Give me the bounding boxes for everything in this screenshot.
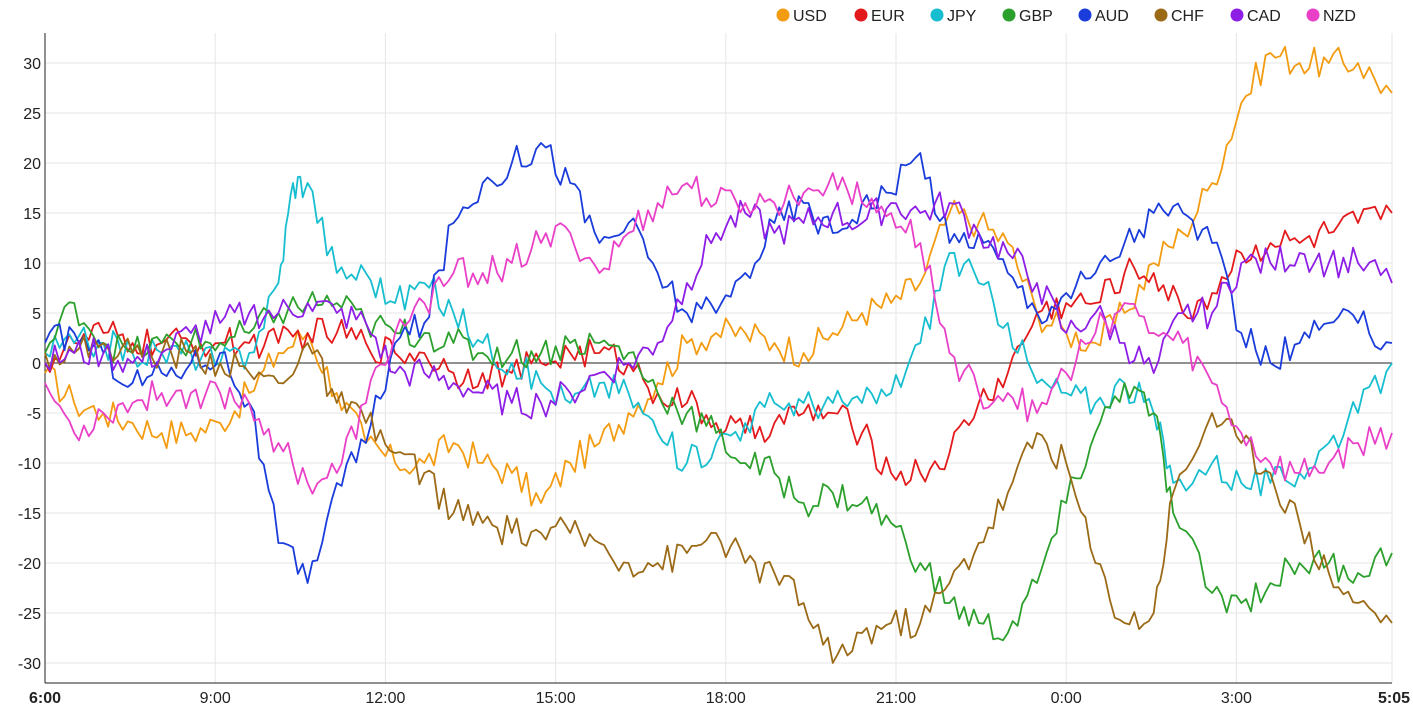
- legend-label-cad[interactable]: CAD: [1247, 8, 1281, 25]
- series-line-chf: [44, 335, 1393, 664]
- y-tick-label: 0: [32, 356, 41, 373]
- legend-marker-aud[interactable]: [1078, 8, 1092, 22]
- series-line-jpy: [44, 175, 1393, 497]
- legend-label-chf[interactable]: CHF: [1171, 8, 1204, 25]
- y-tick-label: -30: [18, 656, 41, 673]
- y-tick-label: -5: [27, 406, 41, 423]
- y-tick-label: 30: [23, 56, 41, 73]
- legend-marker-chf[interactable]: [1154, 8, 1168, 22]
- legend-label-eur[interactable]: EUR: [871, 8, 905, 25]
- legend-label-nzd[interactable]: NZD: [1323, 8, 1356, 25]
- y-tick-label: 15: [23, 206, 41, 223]
- axes: 30 25 20 15 10 5 0 -5 -10 -15 -20 -25 -30 6:00 9:00 12:…: [18, 33, 1410, 707]
- y-tick-label: 5: [32, 306, 41, 323]
- legend-marker-jpy[interactable]: [930, 8, 944, 22]
- x-tick-label: 12:00: [365, 690, 405, 707]
- legend-label-jpy[interactable]: JPY: [947, 8, 977, 25]
- y-tick-label: 25: [23, 106, 41, 123]
- series-lines: [44, 45, 1393, 664]
- series-line-usd: [44, 45, 1393, 507]
- y-tick-label: -20: [18, 556, 41, 573]
- x-tick-label: 21:00: [876, 690, 916, 707]
- legend-label-aud[interactable]: AUD: [1095, 8, 1129, 25]
- x-tick-label: 0:00: [1051, 690, 1082, 707]
- series-line-cad: [44, 191, 1393, 420]
- legend-marker-usd[interactable]: [776, 8, 790, 22]
- x-tick-label: 15:00: [536, 690, 576, 707]
- legend-label-gbp[interactable]: GBP: [1019, 8, 1053, 25]
- legend-marker-gbp[interactable]: [1002, 8, 1016, 22]
- y-tick-label: -25: [18, 606, 41, 623]
- legend-marker-eur[interactable]: [854, 8, 868, 22]
- x-tick-label: 3:00: [1221, 690, 1252, 707]
- y-tick-label: 20: [23, 156, 41, 173]
- y-tick-label: -15: [18, 506, 41, 523]
- legend-marker-cad[interactable]: [1230, 8, 1244, 22]
- y-tick-label: -10: [18, 456, 41, 473]
- x-tick-label: 6:00: [29, 690, 61, 707]
- series-line-nzd: [44, 172, 1393, 495]
- y-tick-label: 10: [23, 256, 41, 273]
- x-tick-label: 18:00: [706, 690, 746, 707]
- legend: USD EUR JPY GBP AUD CHF CAD NZD: [776, 8, 1356, 25]
- series-line-eur: [44, 204, 1393, 486]
- x-tick-label: 9:00: [200, 690, 231, 707]
- x-tick-label: 5:05: [1378, 690, 1410, 707]
- series-line-gbp: [44, 291, 1393, 642]
- series-line-aud: [44, 142, 1393, 584]
- legend-label-usd[interactable]: USD: [793, 8, 827, 25]
- legend-marker-nzd[interactable]: [1306, 8, 1320, 22]
